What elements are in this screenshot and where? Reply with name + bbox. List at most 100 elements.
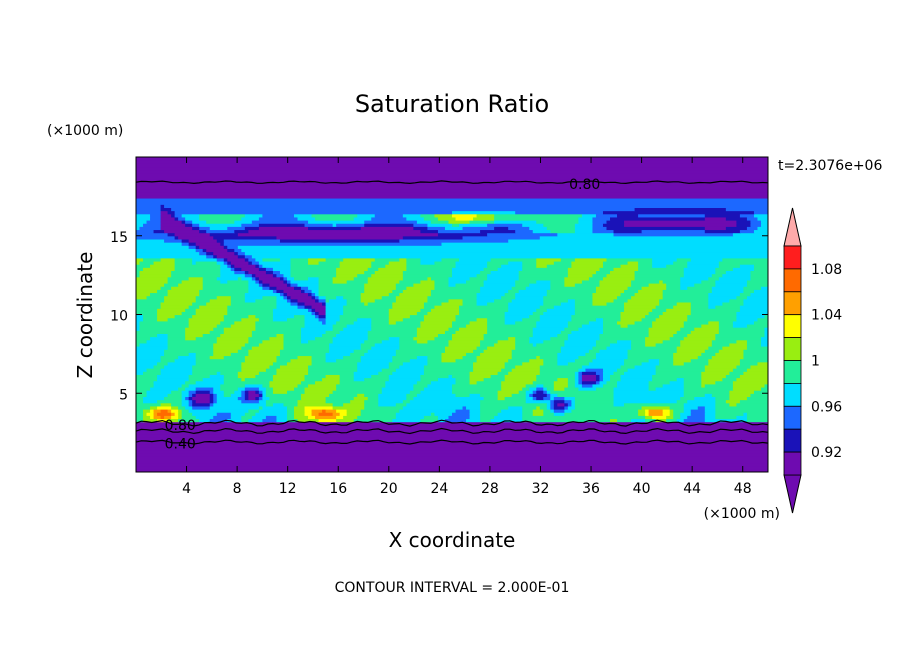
field-cell <box>434 286 481 290</box>
field-cell <box>620 314 646 319</box>
field-cell <box>136 443 768 448</box>
field-cell <box>297 283 320 287</box>
field-cell <box>420 323 453 328</box>
field-cell <box>420 308 432 312</box>
field-cell <box>602 383 618 388</box>
field-cell <box>715 279 748 284</box>
field-cell <box>195 298 211 303</box>
field-cell <box>476 358 509 363</box>
field-cell <box>157 374 190 379</box>
field-cell <box>269 383 299 388</box>
field-cell <box>564 402 569 407</box>
field-cell <box>536 257 562 262</box>
field-cell <box>181 409 190 413</box>
field-cell <box>613 396 681 401</box>
field-cell <box>494 342 516 347</box>
field-cell <box>455 377 471 382</box>
field-cell <box>223 257 228 262</box>
field-cell <box>571 402 576 407</box>
field-cell <box>480 289 509 294</box>
field-cell <box>265 399 299 404</box>
field-cell <box>701 383 706 388</box>
field-cell <box>662 279 681 284</box>
field-cell <box>673 412 681 416</box>
field-cell <box>704 393 713 397</box>
field-cell <box>178 283 204 287</box>
field-cell <box>676 349 706 353</box>
field-cell <box>241 276 253 281</box>
field-cell <box>143 314 158 319</box>
field-cell <box>459 308 509 312</box>
field-cell <box>567 323 583 328</box>
field-cell <box>244 390 249 394</box>
field-cell <box>136 160 768 164</box>
field-cell <box>599 374 604 379</box>
field-cell <box>381 368 397 372</box>
field-cell <box>171 273 221 278</box>
field-cell <box>666 418 678 423</box>
field-cell <box>160 226 193 231</box>
field-cell <box>757 361 768 366</box>
field-cell <box>634 292 664 297</box>
field-cell <box>136 371 144 375</box>
field-cell <box>367 333 418 338</box>
field-cell <box>367 349 397 353</box>
field-cell <box>167 210 176 215</box>
field-cell <box>227 418 242 423</box>
field-cell <box>624 308 653 312</box>
field-cell <box>322 409 327 413</box>
field-cell <box>673 358 692 363</box>
field-cell <box>715 409 768 413</box>
field-cell <box>546 292 594 297</box>
field-cell <box>536 342 565 347</box>
field-cell <box>560 346 594 350</box>
field-cell <box>164 364 193 369</box>
field-cell <box>532 390 537 394</box>
field-cell <box>220 333 253 338</box>
field-cell <box>272 377 306 382</box>
field-cell <box>371 264 386 268</box>
field-cell <box>599 349 629 353</box>
field-cell <box>518 270 569 275</box>
field-cell <box>546 393 551 397</box>
field-cell <box>476 317 488 322</box>
field-cell <box>673 352 702 357</box>
field-cell <box>272 374 306 379</box>
field-cell <box>308 308 313 312</box>
field-cell <box>592 292 622 297</box>
field-cell <box>136 201 768 205</box>
field-cell <box>388 320 397 325</box>
field-cell <box>690 412 706 416</box>
field-cell <box>753 210 768 215</box>
field-cell <box>504 361 523 366</box>
field-cell <box>336 223 365 227</box>
field-cell <box>157 333 169 338</box>
field-cell <box>599 283 632 287</box>
field-cell <box>364 286 397 290</box>
field-cell <box>139 342 169 347</box>
field-cell <box>353 377 365 382</box>
field-cell <box>164 204 768 208</box>
field-cell <box>631 418 646 423</box>
field-cell <box>174 358 197 363</box>
field-cell <box>448 339 481 344</box>
field-cell <box>290 260 309 265</box>
field-cell <box>136 157 768 161</box>
field-cell <box>339 317 358 322</box>
field-cell <box>469 393 481 397</box>
field-cell <box>367 267 379 271</box>
field-cell <box>136 305 162 309</box>
field-cell <box>136 453 768 457</box>
field-cell <box>157 377 190 382</box>
field-cell <box>680 339 713 344</box>
field-cell <box>764 314 768 319</box>
field-cell <box>178 418 200 423</box>
field-cell <box>336 409 348 413</box>
field-cell <box>213 390 225 394</box>
field-cell <box>655 305 674 309</box>
field-cell <box>536 383 544 388</box>
field-cell <box>290 267 337 271</box>
y-tick-label: 10 <box>110 309 128 325</box>
field-cell <box>227 311 274 316</box>
